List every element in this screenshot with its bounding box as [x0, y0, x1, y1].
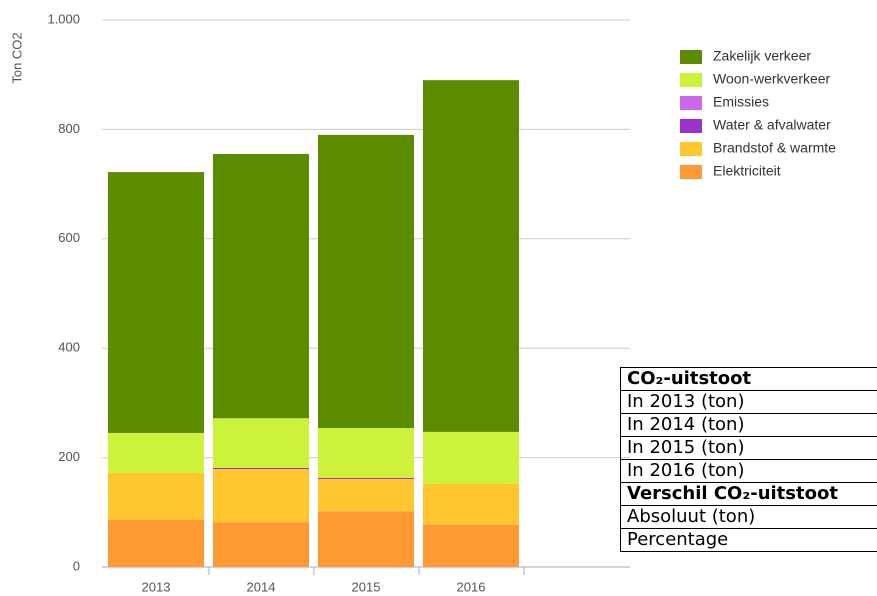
bar-segment [213, 418, 309, 468]
table-row: In 2013 (ton) [620, 390, 877, 414]
bar-segment [318, 511, 414, 567]
table-cell: In 2016 (ton) [620, 459, 877, 483]
x-tick-label: 2016 [457, 579, 486, 594]
bar-segment [423, 483, 519, 525]
bar-segment [108, 432, 204, 473]
table-cell: In 2014 (ton) [620, 413, 877, 437]
table-cell: CO₂-uitstoot [620, 367, 877, 391]
table-cell: In 2013 (ton) [620, 390, 877, 414]
bar-segment [318, 477, 414, 479]
y-tick-label: 400 [58, 340, 80, 355]
table-cell: Verschil CO₂-uitstoot [620, 482, 877, 506]
bar-segment [213, 154, 309, 419]
y-tick-label: 600 [58, 230, 80, 245]
bar-segment [318, 134, 414, 429]
bar-segment [318, 428, 414, 478]
table-row: In 2016 (ton) [620, 459, 877, 483]
legend: Zakelijk verkeer Woon-werkverkeer Emissies… [680, 48, 836, 179]
legend-swatch [680, 142, 702, 156]
table-row: In 2015 (ton) [620, 436, 877, 460]
legend-swatch [680, 165, 702, 179]
table-cell: In 2015 (ton) [620, 436, 877, 460]
table-row: Absoluut (ton) [620, 505, 877, 529]
y-tick-label: 800 [58, 121, 80, 136]
x-tick-label: 2015 [352, 579, 381, 594]
y-tick-label: 200 [58, 449, 80, 464]
legend-swatch [680, 96, 702, 110]
y-axis-label: Ton CO2 [9, 32, 24, 83]
legend-label: Brandstof & warmte [713, 140, 836, 156]
x-tick-label: 2014 [247, 579, 276, 594]
y-tick-label: 0 [73, 558, 80, 573]
legend-label: Woon-werkverkeer [713, 71, 831, 87]
legend-label: Elektriciteit [713, 163, 781, 179]
bar-segment [213, 522, 309, 567]
bar-segment [213, 469, 309, 523]
bar-segment [423, 524, 519, 567]
bar-segment [108, 472, 204, 520]
bar-segment [318, 478, 414, 512]
table-row: Percentage [620, 528, 877, 552]
table-row: In 2014 (ton) [620, 413, 877, 437]
legend-label: Water & afvalwater [713, 117, 831, 133]
legend-swatch [680, 50, 702, 64]
table-cell: Percentage [620, 528, 877, 552]
legend-label: Zakelijk verkeer [713, 48, 811, 64]
legend-swatch [680, 119, 702, 133]
bar-segment [423, 80, 519, 432]
table-container: CO₂-uitstoot In 2013 (ton) In 2014 (ton) In… [620, 367, 877, 596]
bar-segment [423, 431, 519, 484]
bar-segment [108, 519, 204, 567]
table-row: CO₂-uitstoot [620, 367, 877, 391]
bar-segment [108, 172, 204, 433]
x-tick-label: 2013 [142, 579, 171, 594]
table-cell: Absoluut (ton) [620, 505, 877, 529]
legend-swatch [680, 73, 702, 87]
legend-label: Emissies [713, 94, 769, 110]
y-tick-label: 1.000 [47, 11, 80, 26]
bar-segment [213, 467, 309, 470]
table-row: Verschil CO₂-uitstoot [620, 482, 877, 506]
table: CO₂-uitstoot In 2013 (ton) In 2014 (ton) In… [620, 367, 877, 552]
